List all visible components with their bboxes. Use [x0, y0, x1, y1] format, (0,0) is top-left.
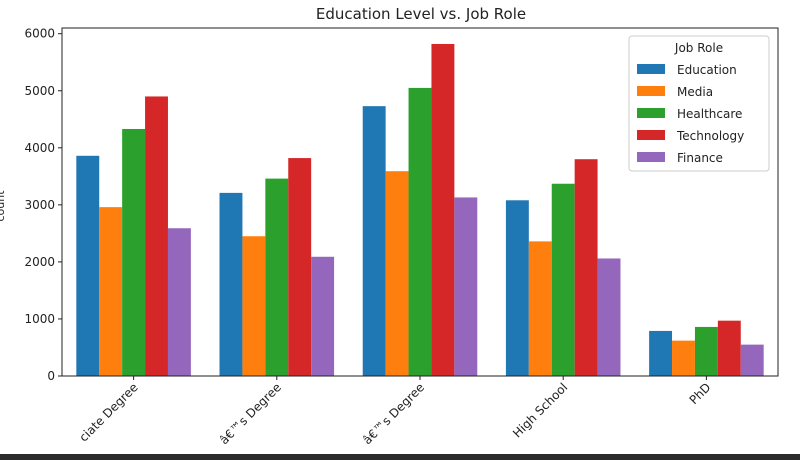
- bar: [122, 128, 146, 376]
- y-tick-label: 4000: [24, 141, 55, 155]
- bar: [454, 197, 478, 376]
- y-tick-label: 5000: [24, 84, 55, 98]
- bar: [265, 178, 289, 376]
- bar: [288, 158, 312, 376]
- bars-group: [76, 43, 764, 377]
- y-tick-label: 2000: [24, 255, 55, 269]
- bar: [385, 171, 409, 376]
- legend-item-label: Technology: [676, 129, 744, 143]
- legend-item-label: Education: [677, 63, 737, 77]
- legend-item-label: Media: [677, 85, 713, 99]
- bar: [362, 106, 386, 376]
- bar: [551, 183, 575, 376]
- legend-swatch: [637, 152, 665, 162]
- bar: [145, 96, 168, 376]
- bar: [740, 344, 764, 376]
- y-tick-label: 1000: [24, 312, 55, 326]
- bar: [242, 236, 266, 376]
- bar: [597, 258, 621, 376]
- bar: [717, 320, 741, 376]
- bar: [672, 340, 695, 376]
- bar: [219, 192, 243, 376]
- x-tick-label: â€™s Degree: [217, 380, 284, 447]
- legend-title: Job Role: [674, 41, 723, 55]
- window-bottom-bar: [0, 454, 800, 460]
- y-tick-label: 0: [47, 369, 55, 383]
- x-ticks: ciate Degree â€™s Degree â€™s Degree High S…: [76, 376, 714, 447]
- x-tick-label: â€™s Degree: [360, 380, 427, 447]
- legend-swatch: [637, 130, 665, 140]
- y-tick-label: 3000: [24, 198, 55, 212]
- bar: [311, 256, 335, 376]
- y-tick-label: 6000: [24, 27, 55, 41]
- legend-item-label: Healthcare: [677, 107, 742, 121]
- legend-item-label: Finance: [677, 151, 723, 165]
- x-tick-label: High School: [510, 380, 570, 440]
- x-tick-label: ciate Degree: [76, 380, 140, 444]
- bar: [99, 207, 123, 376]
- bar: [574, 159, 598, 376]
- bar: [167, 228, 191, 376]
- bar: [649, 330, 673, 376]
- bar: [408, 87, 432, 376]
- bar: [505, 200, 529, 376]
- bar: [694, 326, 718, 376]
- legend-swatch: [637, 86, 665, 96]
- legend-swatch: [637, 64, 665, 74]
- chart-title: Education Level vs. Job Role: [316, 5, 526, 23]
- legend-swatch: [637, 108, 665, 118]
- x-tick-label: PhD: [687, 380, 714, 407]
- bar: [76, 155, 100, 376]
- bar: [528, 241, 552, 376]
- bar: [431, 43, 455, 377]
- legend: Job Role Education Media Healthcare Technolo…: [628, 35, 770, 172]
- y-axis-label: count: [0, 190, 7, 222]
- y-ticks: 0 1000 2000 3000 4000 5000 6000: [24, 27, 62, 383]
